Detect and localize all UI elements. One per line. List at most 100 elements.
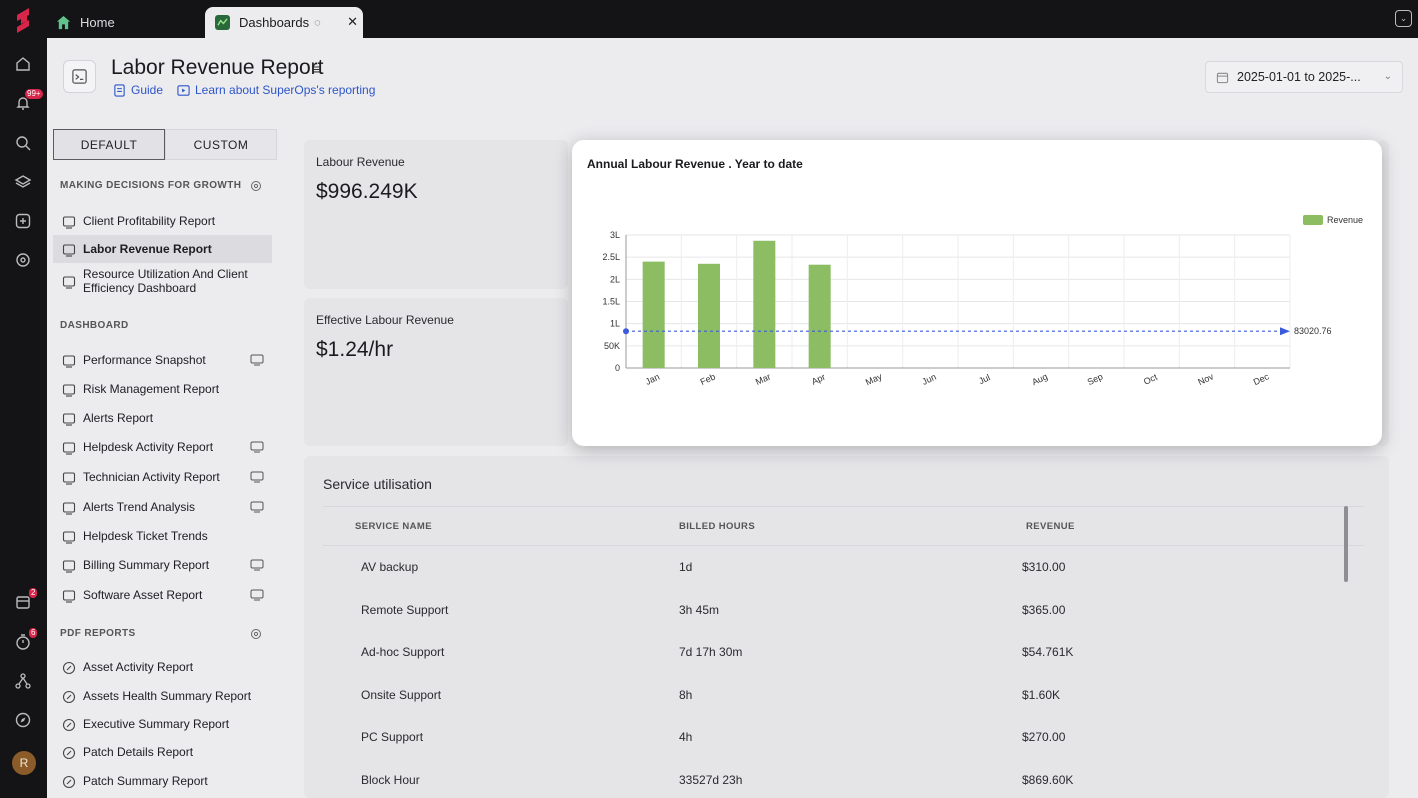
- calendar-badge: 2: [29, 588, 38, 598]
- report-item-label: Billing Summary Report: [83, 558, 210, 572]
- report-item[interactable]: Technician Activity Report: [53, 470, 272, 490]
- settings-icon[interactable]: [250, 628, 262, 640]
- report-icon: [62, 384, 76, 397]
- workflow-icon[interactable]: [14, 672, 32, 690]
- revenue: $1.60K: [1022, 688, 1061, 702]
- timer-icon[interactable]: [14, 633, 32, 651]
- title-menu-icon[interactable]: ≡: [313, 61, 322, 77]
- toggle-custom[interactable]: CUSTOM: [165, 129, 277, 160]
- report-type-toggle: DEFAULT CUSTOM: [53, 129, 277, 160]
- revenue: $310.00: [1022, 560, 1066, 574]
- effective-revenue-card: Effective Labour Revenue $1.24/hr: [304, 298, 568, 446]
- revenue: $869.60K: [1022, 773, 1074, 787]
- report-item-label: Patch Summary Report: [83, 774, 208, 788]
- pdf-report-icon: [62, 775, 76, 789]
- report-item[interactable]: Risk Management Report: [53, 382, 272, 402]
- table-row[interactable]: Ad-hoc Support 7d 17h 30m $54.761K: [323, 631, 1364, 673]
- compass-icon[interactable]: [14, 711, 32, 729]
- table-row[interactable]: PC Support 4h $270.00: [323, 716, 1364, 758]
- guide-link[interactable]: Guide: [113, 83, 163, 97]
- close-tab-icon[interactable]: ✕: [347, 14, 358, 29]
- home-nav-icon[interactable]: [14, 55, 32, 73]
- layers-icon[interactable]: [14, 173, 32, 191]
- report-item[interactable]: Patch Summary Report: [53, 774, 272, 794]
- reference-line-label: 83020.76: [1294, 326, 1332, 336]
- y-tick-label: 1.5L: [602, 297, 620, 307]
- reference-line-arrow: [1280, 327, 1290, 336]
- service-name: Ad-hoc Support: [361, 645, 445, 659]
- x-tick-label: May: [864, 371, 884, 387]
- report-item[interactable]: Alerts Trend Analysis: [53, 500, 272, 520]
- report-item[interactable]: Software Asset Report: [53, 588, 272, 608]
- page-title: Labor Revenue Report: [111, 56, 324, 79]
- report-item[interactable]: Resource Utilization And Client Efficien…: [53, 267, 272, 301]
- date-range-picker[interactable]: 2025-01-01 to 2025-... ⌄: [1205, 61, 1403, 93]
- billed-hours: 7d 17h 30m: [679, 645, 743, 659]
- table-row[interactable]: Onsite Support 8h $1.60K: [323, 674, 1364, 716]
- learn-label: Learn about SuperOps's reporting: [195, 83, 376, 97]
- user-avatar[interactable]: R: [12, 751, 36, 775]
- x-tick-label: Aug: [1030, 371, 1049, 387]
- superops-logo-icon[interactable]: [9, 6, 37, 36]
- learn-link[interactable]: Learn about SuperOps's reporting: [177, 83, 375, 97]
- report-item-label: Patch Details Report: [83, 745, 194, 759]
- tab-dashboards[interactable]: Dashboards ◌ ✕: [205, 7, 363, 38]
- bar-apr: [808, 264, 831, 368]
- report-item-label: Helpdesk Ticket Trends: [83, 529, 208, 543]
- chart-popup: 0 50K 1L 1.5L 2L 2.5L 3L Jan Feb Mar Apr May Jun Jul A…: [572, 140, 1382, 446]
- report-icon: [62, 472, 76, 485]
- report-item-label: Risk Management Report: [83, 382, 220, 396]
- table-header: SERVICE NAME BILLED HOURS REVENUE: [323, 506, 1364, 546]
- table-row[interactable]: Block Hour 33527d 23h $869.60K: [323, 759, 1364, 798]
- report-item[interactable]: Asset Activity Report: [53, 660, 272, 680]
- report-item[interactable]: Billing Summary Report: [53, 558, 272, 578]
- tv-icon: [250, 501, 264, 513]
- report-item[interactable]: Patch Details Report: [53, 745, 272, 765]
- report-item[interactable]: Helpdesk Ticket Trends: [53, 529, 272, 549]
- report-item[interactable]: Helpdesk Activity Report: [53, 440, 272, 460]
- report-item-label: Helpdesk Activity Report: [83, 440, 214, 454]
- table-row[interactable]: AV backup 1d $310.00: [323, 546, 1364, 588]
- report-icon: [62, 442, 76, 455]
- search-icon[interactable]: [14, 134, 32, 152]
- report-item[interactable]: Assets Health Summary Report: [53, 689, 272, 709]
- report-item[interactable]: Executive Summary Report: [53, 717, 272, 737]
- service-name: Onsite Support: [361, 688, 442, 702]
- bell-icon[interactable]: [14, 94, 32, 112]
- tab-home[interactable]: Home: [56, 11, 115, 33]
- settings-gear-icon[interactable]: [14, 251, 32, 269]
- report-icon: [62, 560, 76, 573]
- card-label: Effective Labour Revenue: [316, 313, 454, 327]
- toggle-default[interactable]: DEFAULT: [53, 129, 165, 160]
- report-item[interactable]: Alerts Report: [53, 411, 272, 431]
- reference-line-start: [623, 328, 629, 335]
- settings-icon[interactable]: [250, 180, 262, 192]
- report-icon: [62, 590, 76, 603]
- tv-icon: [250, 589, 264, 601]
- report-item[interactable]: Performance Snapshot: [53, 353, 272, 373]
- table-scrollbar[interactable]: [1344, 506, 1348, 582]
- calendar-icon[interactable]: [14, 593, 32, 611]
- add-icon[interactable]: [14, 212, 32, 230]
- column-header[interactable]: BILLED HOURS: [679, 521, 756, 532]
- expand-menu-icon[interactable]: ⌄: [1395, 10, 1412, 27]
- report-item[interactable]: Client Profitability Report: [53, 207, 272, 235]
- column-header[interactable]: SERVICE NAME: [355, 521, 432, 532]
- report-icon: [62, 276, 76, 289]
- guide-label: Guide: [131, 83, 164, 97]
- table-row[interactable]: Remote Support 3h 45m $365.00: [323, 589, 1364, 631]
- report-item-label: Assets Health Summary Report: [83, 689, 252, 703]
- column-header[interactable]: REVENUE: [1026, 521, 1075, 532]
- report-icon: [63, 60, 96, 93]
- bar-feb: [698, 263, 720, 368]
- x-tick-label: Dec: [1252, 371, 1271, 387]
- report-item-label: Labor Revenue Report: [83, 242, 212, 256]
- dashboard-icon: [215, 15, 230, 30]
- report-item-label: Performance Snapshot: [83, 353, 206, 367]
- calendar-icon: [1216, 72, 1229, 83]
- report-item-selected[interactable]: Labor Revenue Report: [53, 235, 272, 263]
- billed-hours: 1d: [679, 560, 693, 574]
- report-item-label: Technician Activity Report: [83, 470, 220, 484]
- y-tick-label: 2L: [610, 274, 620, 284]
- home-icon: [56, 15, 71, 29]
